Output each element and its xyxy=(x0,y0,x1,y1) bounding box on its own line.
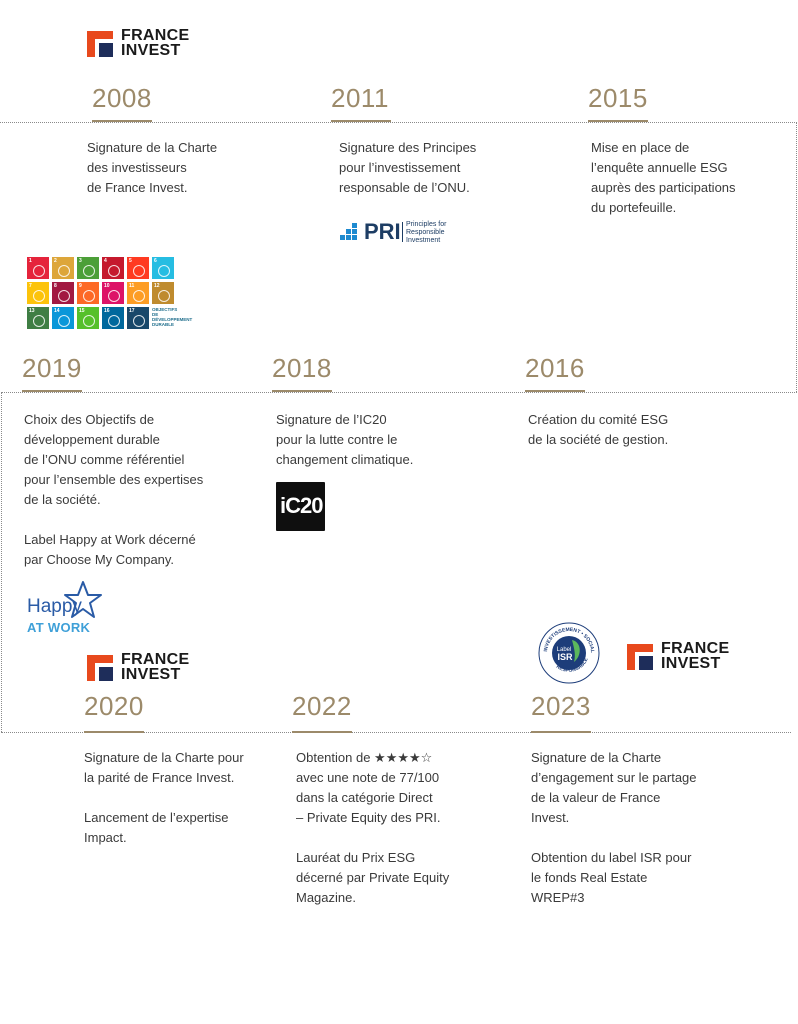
france-invest-logo: FRANCE INVEST xyxy=(87,652,197,684)
event-2011: Signature des Principes pour l’investiss… xyxy=(339,140,477,195)
year-2022: 2022 xyxy=(292,691,352,721)
year-2008: 2008 xyxy=(92,83,152,113)
event-2015: Mise en place de l’enquête annuelle ESG … xyxy=(591,140,736,215)
france-invest-mark-icon xyxy=(87,655,113,681)
timeline-line-row1 xyxy=(0,122,797,123)
france-invest-logo: FRANCE INVEST xyxy=(627,641,737,673)
year-2023: 2023 xyxy=(531,691,591,721)
timeline-line-row2 xyxy=(1,392,797,393)
event-2019: Choix des Objectifs de développement dur… xyxy=(24,412,204,567)
event-2018: Signature de l’IC20 pour la lutte contre… xyxy=(276,412,414,467)
pri-logo: PRI Principles for Responsible Investmen… xyxy=(340,219,460,245)
happy-at-work-logo: Happy AT WORK xyxy=(27,580,107,636)
year-2016: 2016 xyxy=(525,353,585,383)
event-2016: Création du comité ESG de la société de … xyxy=(528,412,669,447)
year-2011: 2011 xyxy=(331,83,389,113)
timeline-line-row3 xyxy=(1,732,791,733)
france-invest-logo: FRANCE INVEST xyxy=(87,28,197,60)
year-rule xyxy=(525,390,585,392)
year-rule xyxy=(92,120,152,122)
svg-text:Label: Label xyxy=(557,647,572,653)
year-2019: 2019 xyxy=(22,353,82,383)
year-rule xyxy=(272,390,332,392)
year-2015: 2015 xyxy=(588,83,648,113)
event-2008: Signature de la Charte des investisseurs… xyxy=(87,140,218,195)
svg-text:ISR: ISR xyxy=(557,652,573,662)
france-invest-mark-icon xyxy=(627,644,653,670)
event-2020: Signature de la Charte pour la parité de… xyxy=(84,750,244,845)
year-rule xyxy=(292,731,352,733)
year-rule xyxy=(84,731,144,733)
event-2023: Signature de la Charte d’engagement sur … xyxy=(531,750,697,905)
timeline-line-right xyxy=(796,122,797,392)
year-rule xyxy=(22,390,82,392)
year-rule xyxy=(531,731,591,733)
isr-seal-icon: INVESTISSEMENT • SOCIALEMENT RESPONSABLE… xyxy=(536,618,600,684)
year-2018: 2018 xyxy=(272,353,332,383)
event-2022: Obtention de ★★★★☆ avec une note de 77/1… xyxy=(296,750,450,905)
france-invest-mark-icon xyxy=(87,31,113,57)
sdg-logo: 1 2 3 4 5 6 7 8 9 10 11 12 13 14 15 16 1… xyxy=(27,257,193,329)
year-2020: 2020 xyxy=(84,691,144,721)
star-icon xyxy=(64,581,102,618)
timeline-line-left xyxy=(1,392,2,732)
year-rule xyxy=(588,120,648,122)
isr-label-logo: INVESTISSEMENT • SOCIALEMENT RESPONSABLE… xyxy=(536,618,600,684)
year-rule xyxy=(331,120,391,122)
ic20-logo: iC20 xyxy=(276,482,325,531)
